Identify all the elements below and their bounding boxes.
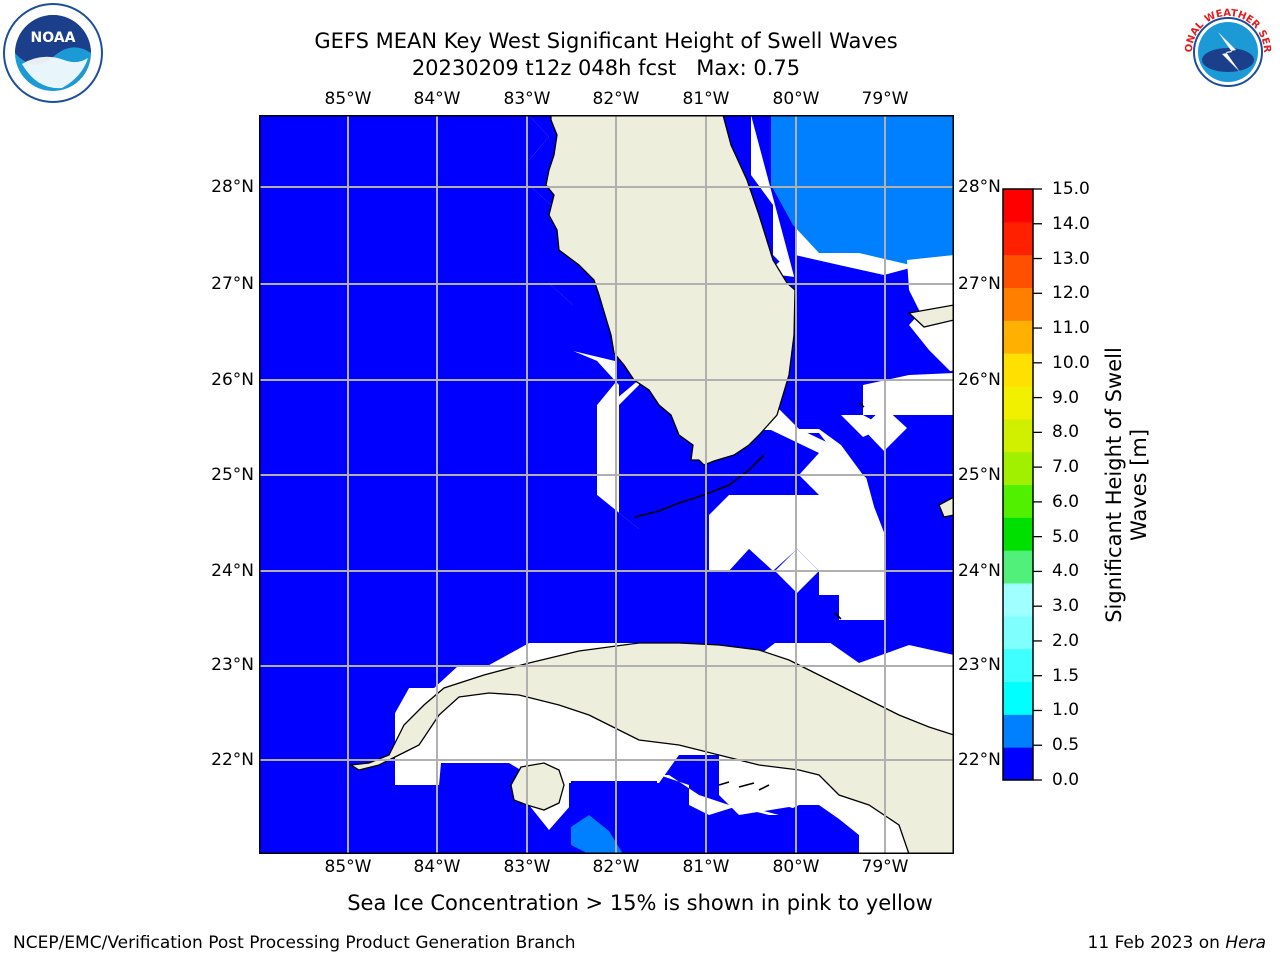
colorbar-tick-label: 0.0 — [1052, 770, 1080, 790]
lat-tick-right: 26°N — [958, 370, 1001, 390]
colorbar-tick-label: 14.0 — [1052, 213, 1090, 234]
colorbar-tick-label: 4.0 — [1052, 561, 1080, 582]
colorbar-swatch — [1003, 221, 1033, 256]
lat-tick-left: 27°N — [211, 274, 254, 294]
colorbar-swatch — [1003, 320, 1033, 354]
colorbar-tick-label: 9.0 — [1052, 387, 1080, 408]
colorbar-tick-label: 2.0 — [1052, 630, 1080, 651]
colorbar — [1002, 188, 1042, 781]
lat-tick-left: 24°N — [211, 561, 254, 581]
lat-tick-left: 25°N — [211, 465, 254, 485]
lat-tick-left: 26°N — [211, 370, 254, 390]
colorbar-swatch — [1003, 615, 1033, 650]
colorbar-swatch — [1003, 418, 1033, 453]
lat-tick-left: 23°N — [211, 655, 254, 675]
colorbar-tick-label: 0.5 — [1052, 735, 1080, 756]
colorbar-tick-label: 6.0 — [1052, 491, 1080, 512]
lat-tick-right: 23°N — [958, 655, 1001, 675]
lat-tick-right: 27°N — [958, 274, 1001, 294]
colorbar-swatch — [1003, 550, 1033, 584]
lat-tick-right: 22°N — [958, 750, 1001, 770]
colorbar-swatch — [1003, 648, 1033, 682]
colorbar-swatch — [1003, 484, 1033, 518]
colorbar-tick-label: 11.0 — [1052, 318, 1090, 339]
lon-tick-top: 84°W — [413, 89, 461, 109]
colorbar-swatch — [1003, 681, 1033, 715]
colorbar-swatch — [1003, 714, 1033, 748]
colorbar-tick-label: 7.0 — [1052, 457, 1080, 478]
lon-tick-bottom: 85°W — [324, 857, 372, 877]
footer-machine: Hera — [1225, 933, 1266, 953]
land-bahamas — [907, 304, 954, 328]
graticule — [259, 115, 954, 854]
colorbar-tick-label: 5.0 — [1052, 526, 1080, 547]
lon-tick-top: 80°W — [772, 89, 820, 109]
lon-tick-bottom: 81°W — [682, 857, 730, 877]
colorbar-swatch — [1003, 189, 1033, 223]
map-panel — [259, 115, 954, 854]
lat-tick-right: 28°N — [958, 177, 1001, 197]
footer-date: 11 Feb 2023 on Hera — [1088, 933, 1266, 953]
lon-tick-bottom: 84°W — [413, 857, 461, 877]
lon-tick-bottom: 83°W — [503, 857, 551, 877]
colorbar-tick-label: 13.0 — [1052, 248, 1090, 269]
colorbar-swatch — [1003, 386, 1033, 420]
colorbar-swatch — [1003, 517, 1033, 551]
colorbar-swatch — [1003, 451, 1033, 485]
colorbar-swatch — [1003, 583, 1033, 617]
colorbar-tick-label: 1.5 — [1052, 665, 1080, 686]
lat-tick-left: 28°N — [211, 177, 254, 197]
lon-tick-bottom: 80°W — [772, 857, 820, 877]
colorbar-tick-label: 10.0 — [1052, 352, 1090, 373]
footer-credit: NCEP/EMC/Verification Post Processing Pr… — [13, 933, 576, 953]
colorbar-swatch — [1003, 254, 1033, 288]
chart-title: GEFS MEAN Key West Significant Height of… — [314, 29, 898, 53]
noaa-logo-icon: NOAA — [3, 3, 103, 103]
lon-tick-top: 82°W — [592, 89, 640, 109]
lat-tick-right: 25°N — [958, 465, 1001, 485]
noaa-logo-text: NOAA — [31, 30, 76, 46]
colorbar-label-line1: Significant Height of Swell — [1102, 347, 1126, 623]
colorbar-tick-label: 1.0 — [1052, 700, 1080, 721]
colorbar-tick-label: 15.0 — [1052, 179, 1090, 199]
colorbar-swatch — [1003, 353, 1033, 387]
colorbar-swatch — [1003, 287, 1033, 321]
lon-tick-top: 79°W — [861, 89, 909, 109]
chart-subtitle: 20230209 t12z 048h fcst Max: 0.75 — [411, 56, 801, 80]
colorbar-tick-label: 12.0 — [1052, 283, 1090, 304]
lat-tick-left: 22°N — [211, 750, 254, 770]
nws-logo-icon: NATIONAL WEATHER SERVICE — [1178, 2, 1275, 99]
colorbar-tick-label: 8.0 — [1052, 422, 1080, 443]
lon-tick-bottom: 82°W — [592, 857, 640, 877]
colorbar-swatch — [1003, 747, 1033, 781]
lon-tick-top: 83°W — [503, 89, 551, 109]
swell-zone-mid — [771, 115, 954, 270]
footer-date-text: 11 Feb 2023 on — [1087, 933, 1226, 953]
lon-tick-top: 81°W — [682, 89, 730, 109]
colorbar-label: Significant Height of Swell Waves [m] — [1102, 347, 1152, 623]
lat-tick-right: 24°N — [958, 561, 1001, 581]
colorbar-label-line2: Waves [m] — [1127, 428, 1151, 542]
land-florida — [545, 115, 796, 466]
land-isla-juventud — [510, 762, 565, 811]
sea-ice-note: Sea Ice Concentration > 15% is shown in … — [347, 891, 933, 915]
lon-tick-bottom: 79°W — [861, 857, 909, 877]
lon-tick-top: 85°W — [324, 89, 372, 109]
colorbar-tick-label: 3.0 — [1052, 596, 1080, 617]
